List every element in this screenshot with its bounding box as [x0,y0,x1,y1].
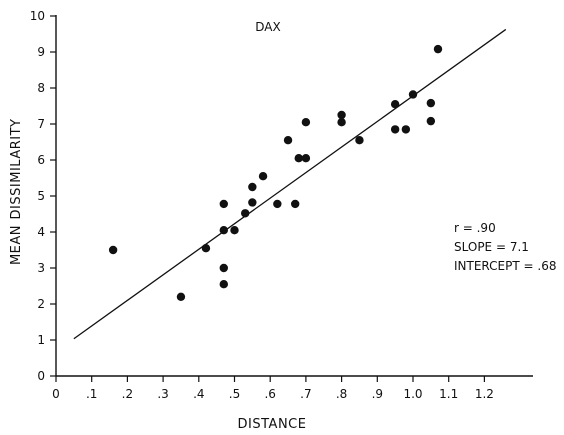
x-tick-label: 0 [52,387,60,401]
data-point [219,226,228,235]
regression-line [73,28,507,340]
data-point [290,199,300,209]
x-tick-label: .2 [122,387,133,401]
data-point [390,100,400,109]
data-point [301,118,311,127]
data-points [108,44,443,301]
axes [55,15,533,377]
data-point [176,292,186,301]
x-tick-label: .3 [157,387,168,401]
x-tick-label: .5 [229,387,240,401]
x-tick-label: .4 [193,387,204,401]
data-point [108,245,118,255]
y-axis-label: MEAN DISSIMILARITY [9,119,24,265]
annotation-slope: SLOPE = 7.1 [454,240,529,254]
data-point [258,172,268,181]
y-tick-label: 9 [37,45,45,59]
data-point [355,136,364,145]
data-point [390,125,400,134]
y-tick-label: 8 [37,81,45,95]
data-point [301,154,311,163]
data-point [219,280,228,289]
x-axis-label-text: DISTANCE [238,417,307,432]
x-tick-label: .6 [264,387,275,401]
y-tick-label: 7 [37,117,45,131]
data-point [337,118,346,127]
annotation-intercept: INTERCEPT = .68 [454,259,556,273]
data-point [337,110,346,120]
y-tick-label: 5 [37,189,45,203]
x-tick-label: 1.2 [475,387,494,401]
statistics-annotation: r = .90 SLOPE = 7.1 INTERCEPT = .68 [454,221,556,273]
data-point [241,209,250,218]
regression-line-group [73,28,507,340]
y-axis-label-part-1: MEAN [9,225,24,265]
data-point [426,116,436,126]
x-tick-label: .7 [300,387,311,401]
x-tick-label: 1.1 [439,387,458,401]
y-tick-label: 10 [30,9,45,23]
x-axis-label: DISTANCE [238,417,307,432]
y-tick-label: 2 [37,297,45,311]
data-point [248,198,257,207]
x-tick-label: .9 [372,387,383,401]
data-point [201,244,211,253]
data-point [294,154,303,163]
chart-title-text: DAX [255,20,280,34]
x-ticks: 0 .1 .2 .3 .4 .5 .6 .7 .8 .9 1.0 1.1 1.2 [52,376,494,401]
data-point [433,44,443,54]
y-tick-label: 1 [37,333,45,347]
y-ticks: 0 1 2 3 4 5 6 7 8 9 10 [30,9,56,383]
x-tick-label: 1.0 [403,387,422,401]
y-tick-label: 6 [37,153,45,167]
data-point [273,199,282,209]
y-axis-label-part-2: DISSIMILARITY [9,119,24,220]
data-point [219,263,228,273]
annotation-r: r = .90 [454,221,496,235]
chart-title: DAX [255,20,280,34]
data-point [230,226,239,235]
x-tick-label: .8 [336,387,347,401]
y-tick-label: 0 [37,369,45,383]
data-point [401,125,411,134]
x-tick-label: .1 [86,387,97,401]
data-point [426,98,436,108]
y-tick-label: 3 [37,261,45,275]
data-point [219,199,228,209]
data-point [283,136,293,145]
y-tick-label: 4 [37,225,45,239]
data-point [408,90,418,99]
data-point [248,182,257,192]
